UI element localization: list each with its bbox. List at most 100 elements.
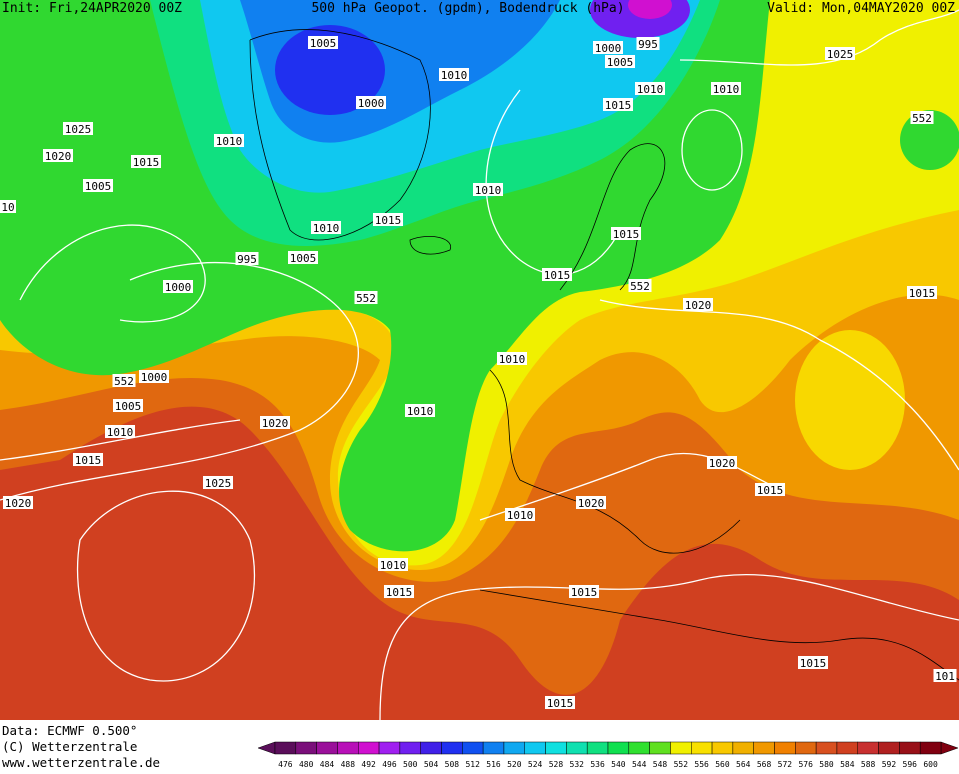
isobar xyxy=(485,89,621,276)
isobar-label-box xyxy=(113,399,143,412)
isobar-label-box xyxy=(131,155,161,168)
isobar-label: 1015 xyxy=(133,156,160,169)
isobar xyxy=(679,9,959,66)
scale-label: 496 xyxy=(382,760,397,769)
scale-label: 536 xyxy=(590,760,605,769)
scale-label: 508 xyxy=(445,760,460,769)
isobar-label-box xyxy=(373,213,403,226)
scale-label: 564 xyxy=(736,760,751,769)
isobar-label-box xyxy=(683,298,713,311)
isobar-label-box xyxy=(628,279,652,292)
scale-label: 592 xyxy=(882,760,897,769)
scale-label: 476 xyxy=(278,760,293,769)
scale-label: 516 xyxy=(486,760,501,769)
scale-swatch xyxy=(815,741,838,755)
isobar-label-box xyxy=(825,47,855,60)
scale-swatch xyxy=(732,741,754,755)
scale-swatch xyxy=(857,741,879,755)
scale-label: 580 xyxy=(819,760,834,769)
scale-label: 528 xyxy=(549,760,564,769)
scale-swatch xyxy=(628,741,650,755)
isobar-label: 552 xyxy=(114,375,134,388)
scale-swatch xyxy=(378,741,401,755)
isobar-label: 1010 xyxy=(713,83,740,96)
isobar-label-box xyxy=(73,453,103,466)
scale-swatch xyxy=(441,741,463,755)
isobar-label: 1000 xyxy=(595,42,622,55)
scale-swatch xyxy=(670,741,692,755)
isobar-label: 1015 xyxy=(605,99,632,112)
isobar-label-box xyxy=(112,374,136,387)
scale-label: 552 xyxy=(674,760,689,769)
isobar-label-box xyxy=(288,251,318,264)
isobar-label-box xyxy=(3,496,33,509)
scale-swatch xyxy=(711,741,734,755)
scale-label: 548 xyxy=(653,760,668,769)
isobar-label-box xyxy=(545,696,575,709)
isobar-label: 1010 xyxy=(407,405,434,418)
isobar-label: 1010 xyxy=(637,83,664,96)
isobar-label: 1000 xyxy=(141,371,168,384)
scale-swatch xyxy=(753,741,775,755)
coastline xyxy=(559,143,666,291)
isobar-label-box xyxy=(384,585,414,598)
isobar-label-box xyxy=(635,82,665,95)
color-scale: 476 480 484 488 492 496 500 504 508 512 516 520 524 5… xyxy=(257,741,959,769)
scale-label: 484 xyxy=(320,760,335,769)
scale-label: 524 xyxy=(528,760,543,769)
isobar-label: 1015 xyxy=(613,228,640,241)
website: www.wetterzentrale.de xyxy=(2,755,160,770)
scale-label: 572 xyxy=(778,760,793,769)
isobar-label-box xyxy=(603,98,633,111)
scale-swatch xyxy=(420,741,442,755)
scale-swatch xyxy=(691,741,713,755)
isobar-label: 1005 xyxy=(607,56,634,69)
isobar-label: 1005 xyxy=(115,400,142,413)
isobar-label: 1010 xyxy=(475,184,502,197)
isobar-label-box xyxy=(439,68,469,81)
isobar-label-box xyxy=(203,476,233,489)
isobar xyxy=(681,109,743,191)
isobar-label: 1020 xyxy=(685,299,712,312)
isobar-label: 995 xyxy=(638,38,658,51)
isobar xyxy=(0,419,241,461)
isobar-label-box xyxy=(308,36,338,49)
isobar-label: 1005 xyxy=(85,180,112,193)
isobar-label-box xyxy=(711,82,741,95)
scale-swatch xyxy=(358,741,380,755)
isobar-label: 995 xyxy=(237,253,257,266)
isobar-label-box xyxy=(636,37,660,50)
isobar-label: 1010 xyxy=(216,135,243,148)
isobar-label: 10 xyxy=(1,201,14,214)
isobar-label-box xyxy=(473,183,503,196)
scale-swatch xyxy=(462,741,484,755)
isobar xyxy=(599,299,959,471)
isobar-label-box xyxy=(569,585,599,598)
scale-label: 584 xyxy=(840,760,855,769)
isobar-label: 1015 xyxy=(547,697,574,710)
scale-swatch xyxy=(337,741,359,755)
isobar-label-box xyxy=(83,179,113,192)
scale-label: 560 xyxy=(715,760,730,769)
isobar-label-box xyxy=(933,669,957,682)
isobar-label: 1020 xyxy=(5,497,32,510)
isobar-label: 1015 xyxy=(386,586,413,599)
isobar-label: 1005 xyxy=(310,37,337,50)
scale-swatch xyxy=(482,741,505,755)
isobar-label: 1005 xyxy=(290,252,317,265)
scale-label: 500 xyxy=(403,760,418,769)
isobar-label: 1025 xyxy=(827,48,854,61)
isobar-label-box xyxy=(505,508,535,521)
scale-swatch xyxy=(899,741,921,755)
isobar-label: 1010 xyxy=(107,426,134,439)
isobar xyxy=(76,490,255,682)
isobar-label: 1015 xyxy=(757,484,784,497)
isobar-label: 1025 xyxy=(65,123,92,136)
isobar-label-box xyxy=(611,227,641,240)
isobar-label: 1010 xyxy=(499,353,526,366)
isobar-label-box xyxy=(311,221,341,234)
data-source: Data: ECMWF 0.500° xyxy=(2,723,137,738)
scale-label: 540 xyxy=(611,760,626,769)
